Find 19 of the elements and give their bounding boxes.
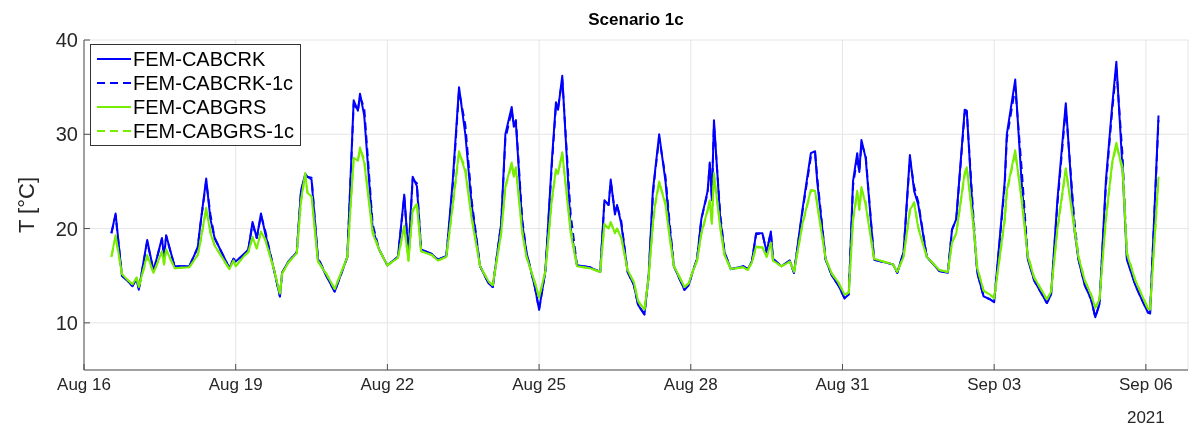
x-tick-label: Aug 16 bbox=[57, 375, 111, 395]
legend-label: FEM-CABCRK bbox=[133, 47, 266, 71]
y-tick-label: 20 bbox=[55, 217, 78, 240]
legend-label: FEM-CABGRS-1c bbox=[133, 119, 295, 143]
y-tick-label: 30 bbox=[55, 123, 78, 146]
x-tick-label: Aug 28 bbox=[663, 375, 718, 395]
text: 2021 bbox=[1125, 408, 1166, 428]
chart-title: Scenario 1c bbox=[588, 10, 684, 29]
x-tick-label: Aug 31 bbox=[815, 375, 870, 395]
y-tick-label: 10 bbox=[55, 311, 78, 334]
x-tick-label: Aug 25 bbox=[512, 375, 567, 395]
x-tick-label: Aug 22 bbox=[360, 375, 415, 395]
x-tick-label: Aug 19 bbox=[208, 375, 263, 395]
legend-label: FEM-CABGRS bbox=[133, 95, 267, 119]
x-tick-label: Sep 03 bbox=[967, 375, 1022, 395]
y-tick-label: 40 bbox=[55, 29, 78, 52]
legend-label: FEM-CABCRK-1c bbox=[133, 71, 294, 95]
y-axis-title: T [°C] bbox=[13, 176, 39, 234]
x-tick-label: Sep 06 bbox=[1118, 375, 1173, 395]
